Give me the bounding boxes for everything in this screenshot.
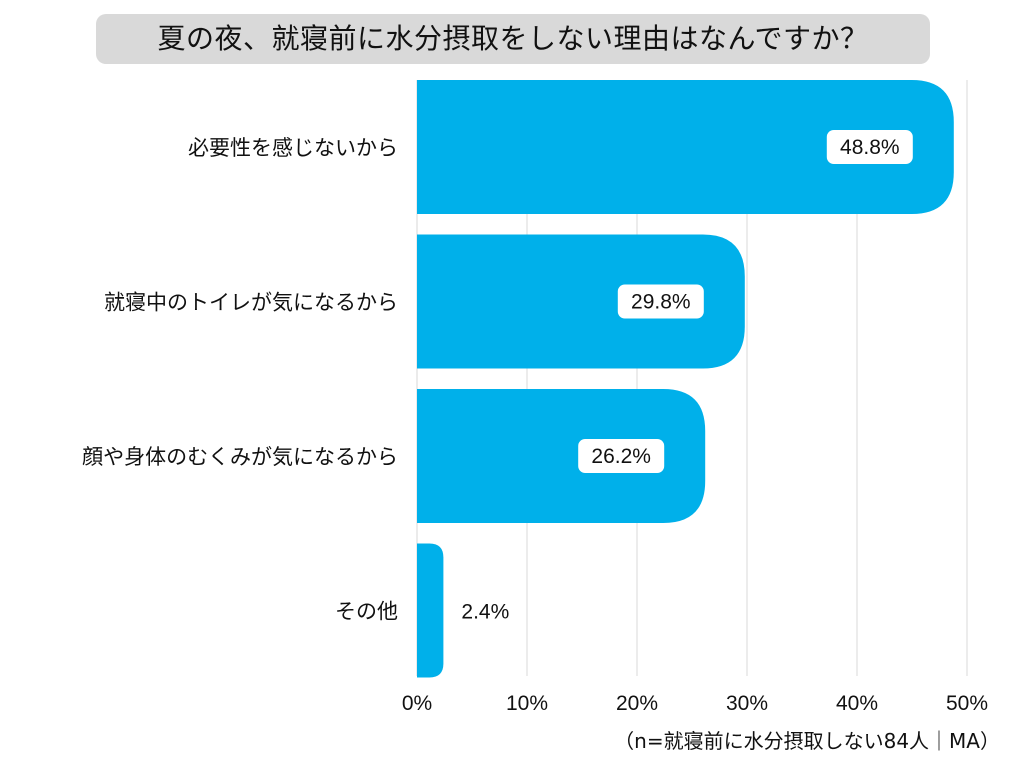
category-label-2: 顔や身体のむくみが気になるから bbox=[82, 445, 398, 469]
bar-2 bbox=[417, 389, 706, 523]
value-label-3: 2.4% bbox=[461, 601, 509, 624]
category-label-1: 就寝中のトイレが気になるから bbox=[104, 291, 398, 315]
x-tick-label-5: 50% bbox=[946, 692, 988, 715]
x-tick-label-0: 0% bbox=[402, 692, 432, 715]
value-label-box-1 bbox=[617, 284, 704, 319]
x-tick-label-3: 30% bbox=[726, 692, 768, 715]
bar-1 bbox=[417, 234, 745, 369]
x-tick-label-2: 20% bbox=[616, 692, 658, 715]
value-label-0: 48.8% bbox=[840, 136, 900, 159]
x-tick-label-1: 10% bbox=[506, 692, 548, 715]
chart-title-box: 夏の夜、就寝前に水分摂取をしない理由はなんですか？ bbox=[96, 14, 930, 64]
value-label-1: 29.8% bbox=[631, 291, 691, 314]
bar-0 bbox=[417, 80, 954, 214]
bar-3 bbox=[417, 543, 444, 678]
x-tick-label-4: 40% bbox=[836, 692, 878, 715]
chart-title: 夏の夜、就寝前に水分摂取をしない理由はなんですか？ bbox=[157, 22, 869, 55]
category-label-3: その他 bbox=[335, 600, 398, 624]
value-label-box-2 bbox=[578, 439, 665, 473]
value-label-box-0 bbox=[826, 130, 913, 164]
value-label-2: 26.2% bbox=[591, 445, 651, 468]
category-label-0: 必要性を感じないから bbox=[188, 136, 398, 160]
chart-note: （n=就寝前に水分摂取しない84人｜MA） bbox=[614, 729, 1000, 753]
